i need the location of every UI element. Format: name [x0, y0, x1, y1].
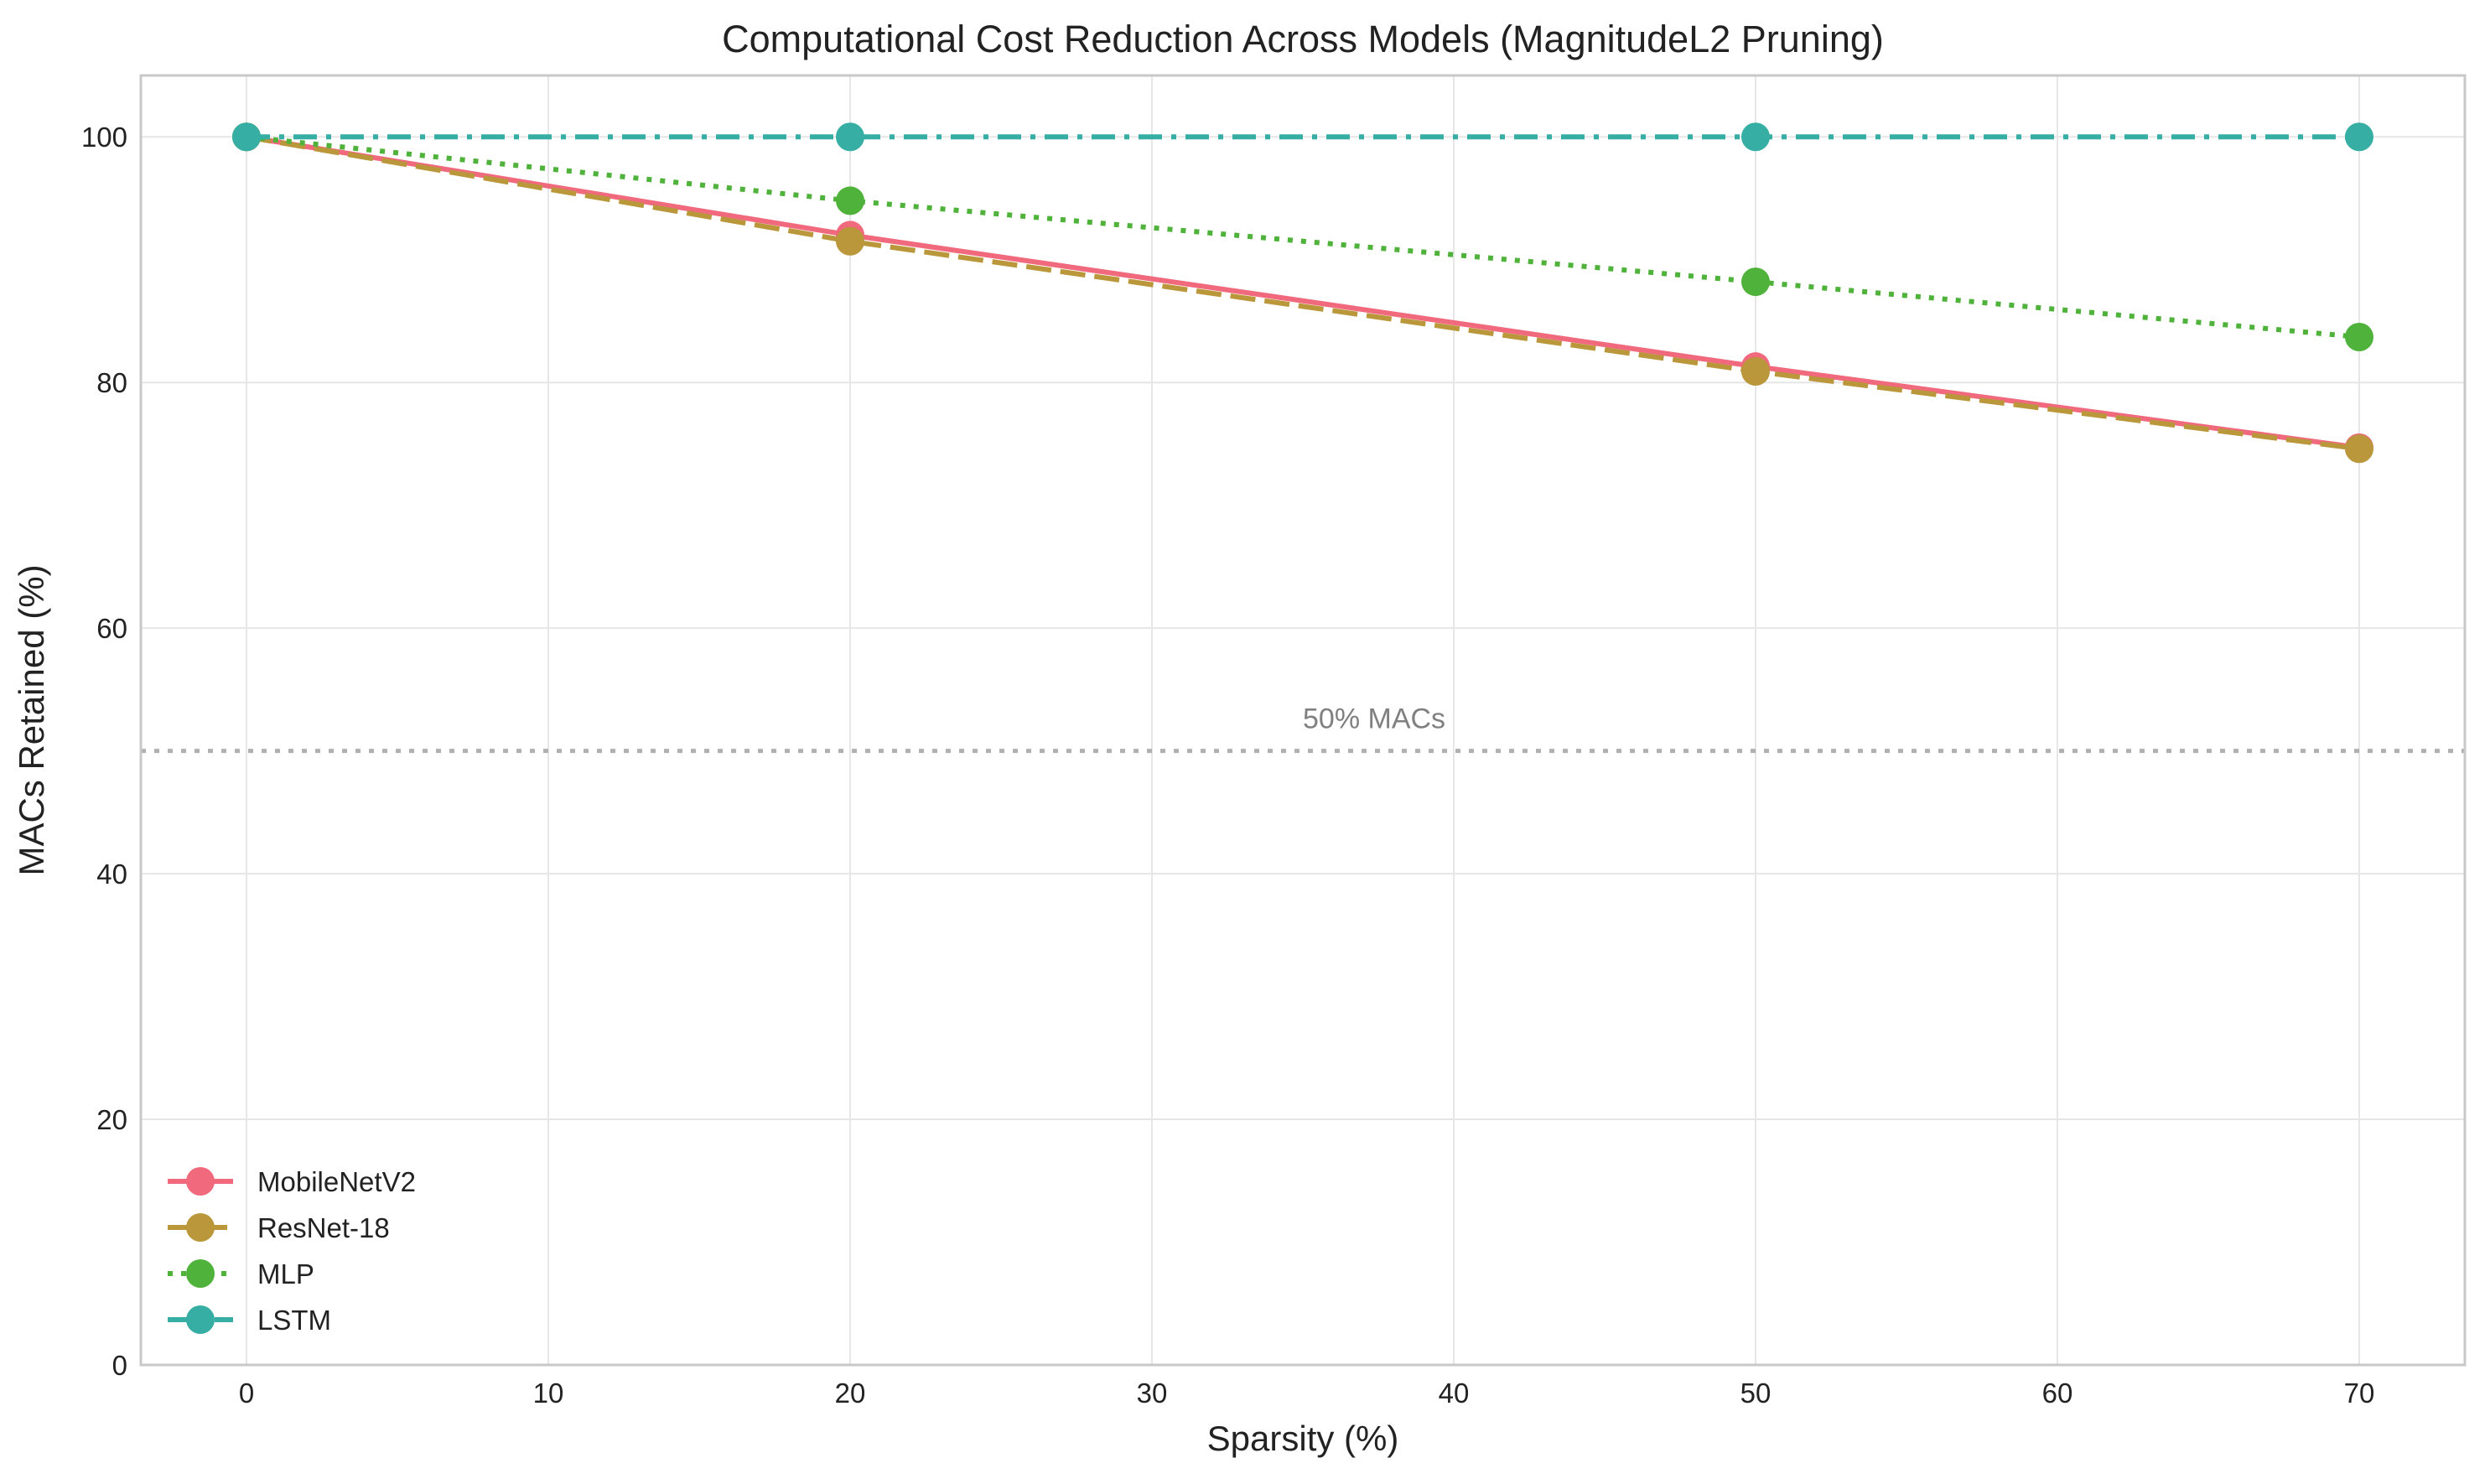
y-axis-label: MACs Retained (%) — [12, 564, 51, 875]
y-tick-label: 0 — [112, 1350, 127, 1381]
plot-frame — [139, 74, 2467, 1367]
reference-line-label: 50% MACs — [1303, 703, 1445, 735]
x-tick-label: 70 — [2344, 1378, 2375, 1409]
y-tick-label: 20 — [96, 1104, 127, 1135]
legend-marker — [186, 1167, 215, 1196]
legend-label: LSTM — [257, 1305, 331, 1336]
legend-item: ResNet-18 — [168, 1212, 390, 1243]
series-group — [232, 122, 2373, 464]
legend-marker — [186, 1259, 215, 1288]
data-point — [1741, 357, 1770, 387]
x-tick-label: 50 — [1740, 1378, 1772, 1409]
series-line — [246, 134, 2360, 452]
y-tick-label: 100 — [81, 122, 127, 153]
legend-marker — [186, 1305, 215, 1334]
data-point — [836, 186, 864, 215]
x-tick-labels: 0 10 20 30 40 50 60 70 — [239, 1378, 2375, 1409]
data-point — [1741, 122, 1770, 152]
data-point — [836, 122, 864, 152]
legend-label: MobileNetV2 — [257, 1166, 416, 1197]
legend-item: LSTM — [168, 1305, 331, 1336]
x-tick-label: 30 — [1137, 1378, 1168, 1409]
series-line — [246, 134, 2360, 450]
legend-item: MLP — [168, 1258, 314, 1289]
legend-label: MLP — [257, 1258, 314, 1289]
data-point — [2345, 122, 2373, 152]
x-tick-label: 10 — [533, 1378, 564, 1409]
y-tick-label: 80 — [96, 367, 127, 398]
data-point — [2345, 322, 2373, 351]
data-point — [1741, 267, 1770, 297]
x-tick-label: 60 — [2042, 1378, 2073, 1409]
data-point — [232, 122, 261, 152]
x-axis-label: Sparsity (%) — [1207, 1419, 1399, 1458]
legend-item: MobileNetV2 — [168, 1166, 416, 1197]
chart-title: Computational Cost Reduction Across Mode… — [722, 18, 1884, 60]
y-tick-label: 60 — [96, 613, 127, 644]
legend: MobileNetV2 ResNet-18 MLP LSTM — [168, 1166, 416, 1336]
x-tick-label: 20 — [835, 1378, 866, 1409]
legend-label: ResNet-18 — [257, 1212, 390, 1243]
reference-line-group: 50% MACs — [141, 703, 2465, 754]
series-lstm — [232, 122, 2373, 152]
y-tick-label: 40 — [96, 859, 127, 890]
x-tick-label: 0 — [239, 1378, 254, 1409]
legend-marker — [186, 1213, 215, 1242]
data-point — [836, 226, 864, 256]
y-tick-labels: 0 20 40 60 80 100 — [81, 122, 127, 1381]
series-line — [246, 134, 2360, 340]
x-tick-label: 40 — [1439, 1378, 1470, 1409]
data-point — [2345, 434, 2373, 464]
